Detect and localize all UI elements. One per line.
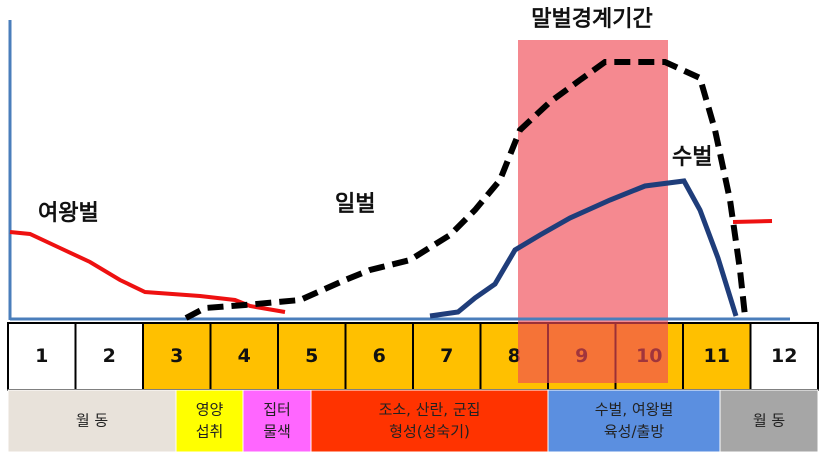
worker-curve [184,59,748,321]
month-cell [682,322,752,391]
phase-cell [7,389,177,453]
phase-label: 육성/출방 [604,423,664,441]
phase-cell [310,389,549,453]
phase-label: 형성(성숙기) [389,423,470,441]
month-label: 12 [771,345,797,367]
queen-curve [732,219,773,224]
month-cell [7,322,77,391]
month-cell [344,322,414,391]
queen-label: 여왕벌 [38,201,99,226]
phase-cell [242,389,312,453]
phase-label: 월 동 [76,412,109,430]
month-label: 6 [373,345,386,367]
month-label: 2 [103,345,116,367]
phase-cell [547,389,721,453]
drone-curve [429,178,739,319]
month-label: 5 [305,345,318,367]
phase-label: 집터 [263,401,291,419]
month-cell [749,322,819,391]
phase-label: 수벌, 여왕벌 [595,401,674,419]
phase-label: 영양 [196,401,224,419]
month-label: 11 [704,345,730,367]
month-label: 1 [35,345,48,367]
phase-cell [175,389,244,453]
month-cell [74,322,144,391]
phase-cell [719,389,819,453]
month-row: 123456789101112 [7,322,819,391]
queen-curve [9,230,286,314]
phase-label: 섭취 [196,423,224,441]
month-label: 8 [508,345,521,367]
month-label: 3 [170,345,183,367]
phase-label: 조소, 산란, 군집 [379,401,481,419]
phase-label: 물색 [263,423,291,441]
month-label: 7 [440,345,453,367]
alert-period-band [518,40,668,383]
worker-label: 일벌 [335,192,375,217]
alert-title: 말벌경계기간 [531,7,652,32]
phase-label: 월 동 [753,412,786,430]
drone-label: 수벌 [672,145,712,170]
month-label: 4 [238,345,251,367]
